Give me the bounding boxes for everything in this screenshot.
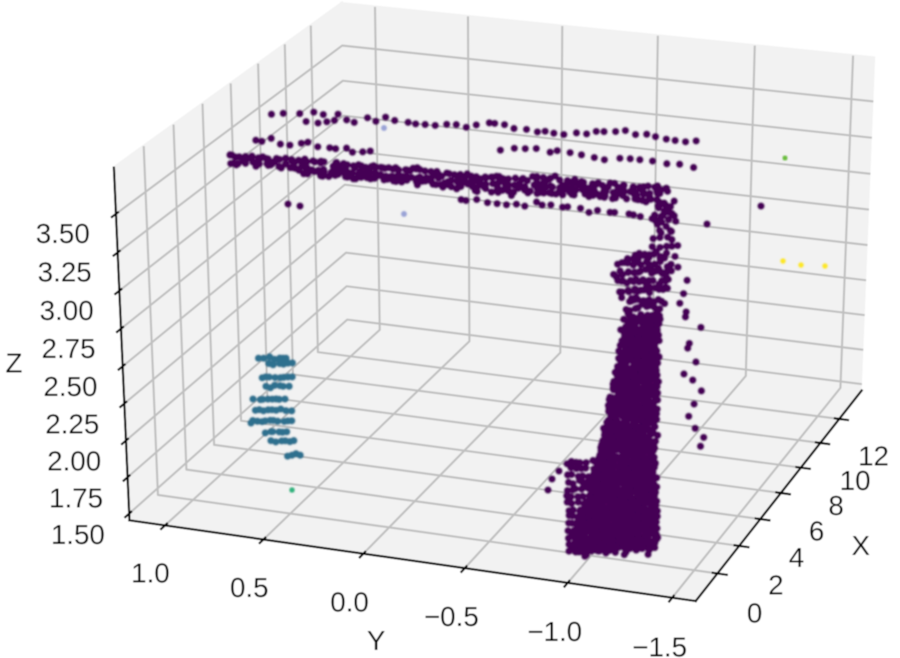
- svg-text:0.5: 0.5: [230, 572, 269, 603]
- svg-text:0: 0: [747, 597, 762, 628]
- svg-text:8: 8: [828, 490, 843, 521]
- svg-text:2: 2: [768, 569, 783, 600]
- svg-text:X: X: [851, 530, 870, 561]
- svg-text:1.0: 1.0: [131, 557, 170, 588]
- svg-text:Z: Z: [5, 348, 22, 379]
- svg-text:Y: Y: [367, 625, 386, 656]
- svg-text:2.75: 2.75: [42, 333, 96, 364]
- svg-text:−1.0: −1.0: [527, 616, 582, 647]
- svg-text:6: 6: [809, 516, 824, 547]
- svg-text:4: 4: [789, 542, 804, 573]
- svg-text:3.50: 3.50: [36, 218, 90, 249]
- svg-text:0.0: 0.0: [330, 586, 369, 617]
- svg-text:10: 10: [840, 465, 871, 496]
- svg-text:−1.5: −1.5: [632, 631, 687, 658]
- svg-text:12: 12: [858, 441, 889, 472]
- svg-text:1.75: 1.75: [49, 482, 103, 513]
- svg-text:3.00: 3.00: [40, 295, 94, 326]
- svg-text:2.00: 2.00: [47, 445, 101, 476]
- svg-text:3.25: 3.25: [38, 257, 92, 288]
- svg-text:2.25: 2.25: [45, 408, 99, 439]
- svg-text:−0.5: −0.5: [424, 601, 479, 632]
- svg-text:2.50: 2.50: [43, 371, 97, 402]
- svg-text:1.50: 1.50: [51, 519, 105, 550]
